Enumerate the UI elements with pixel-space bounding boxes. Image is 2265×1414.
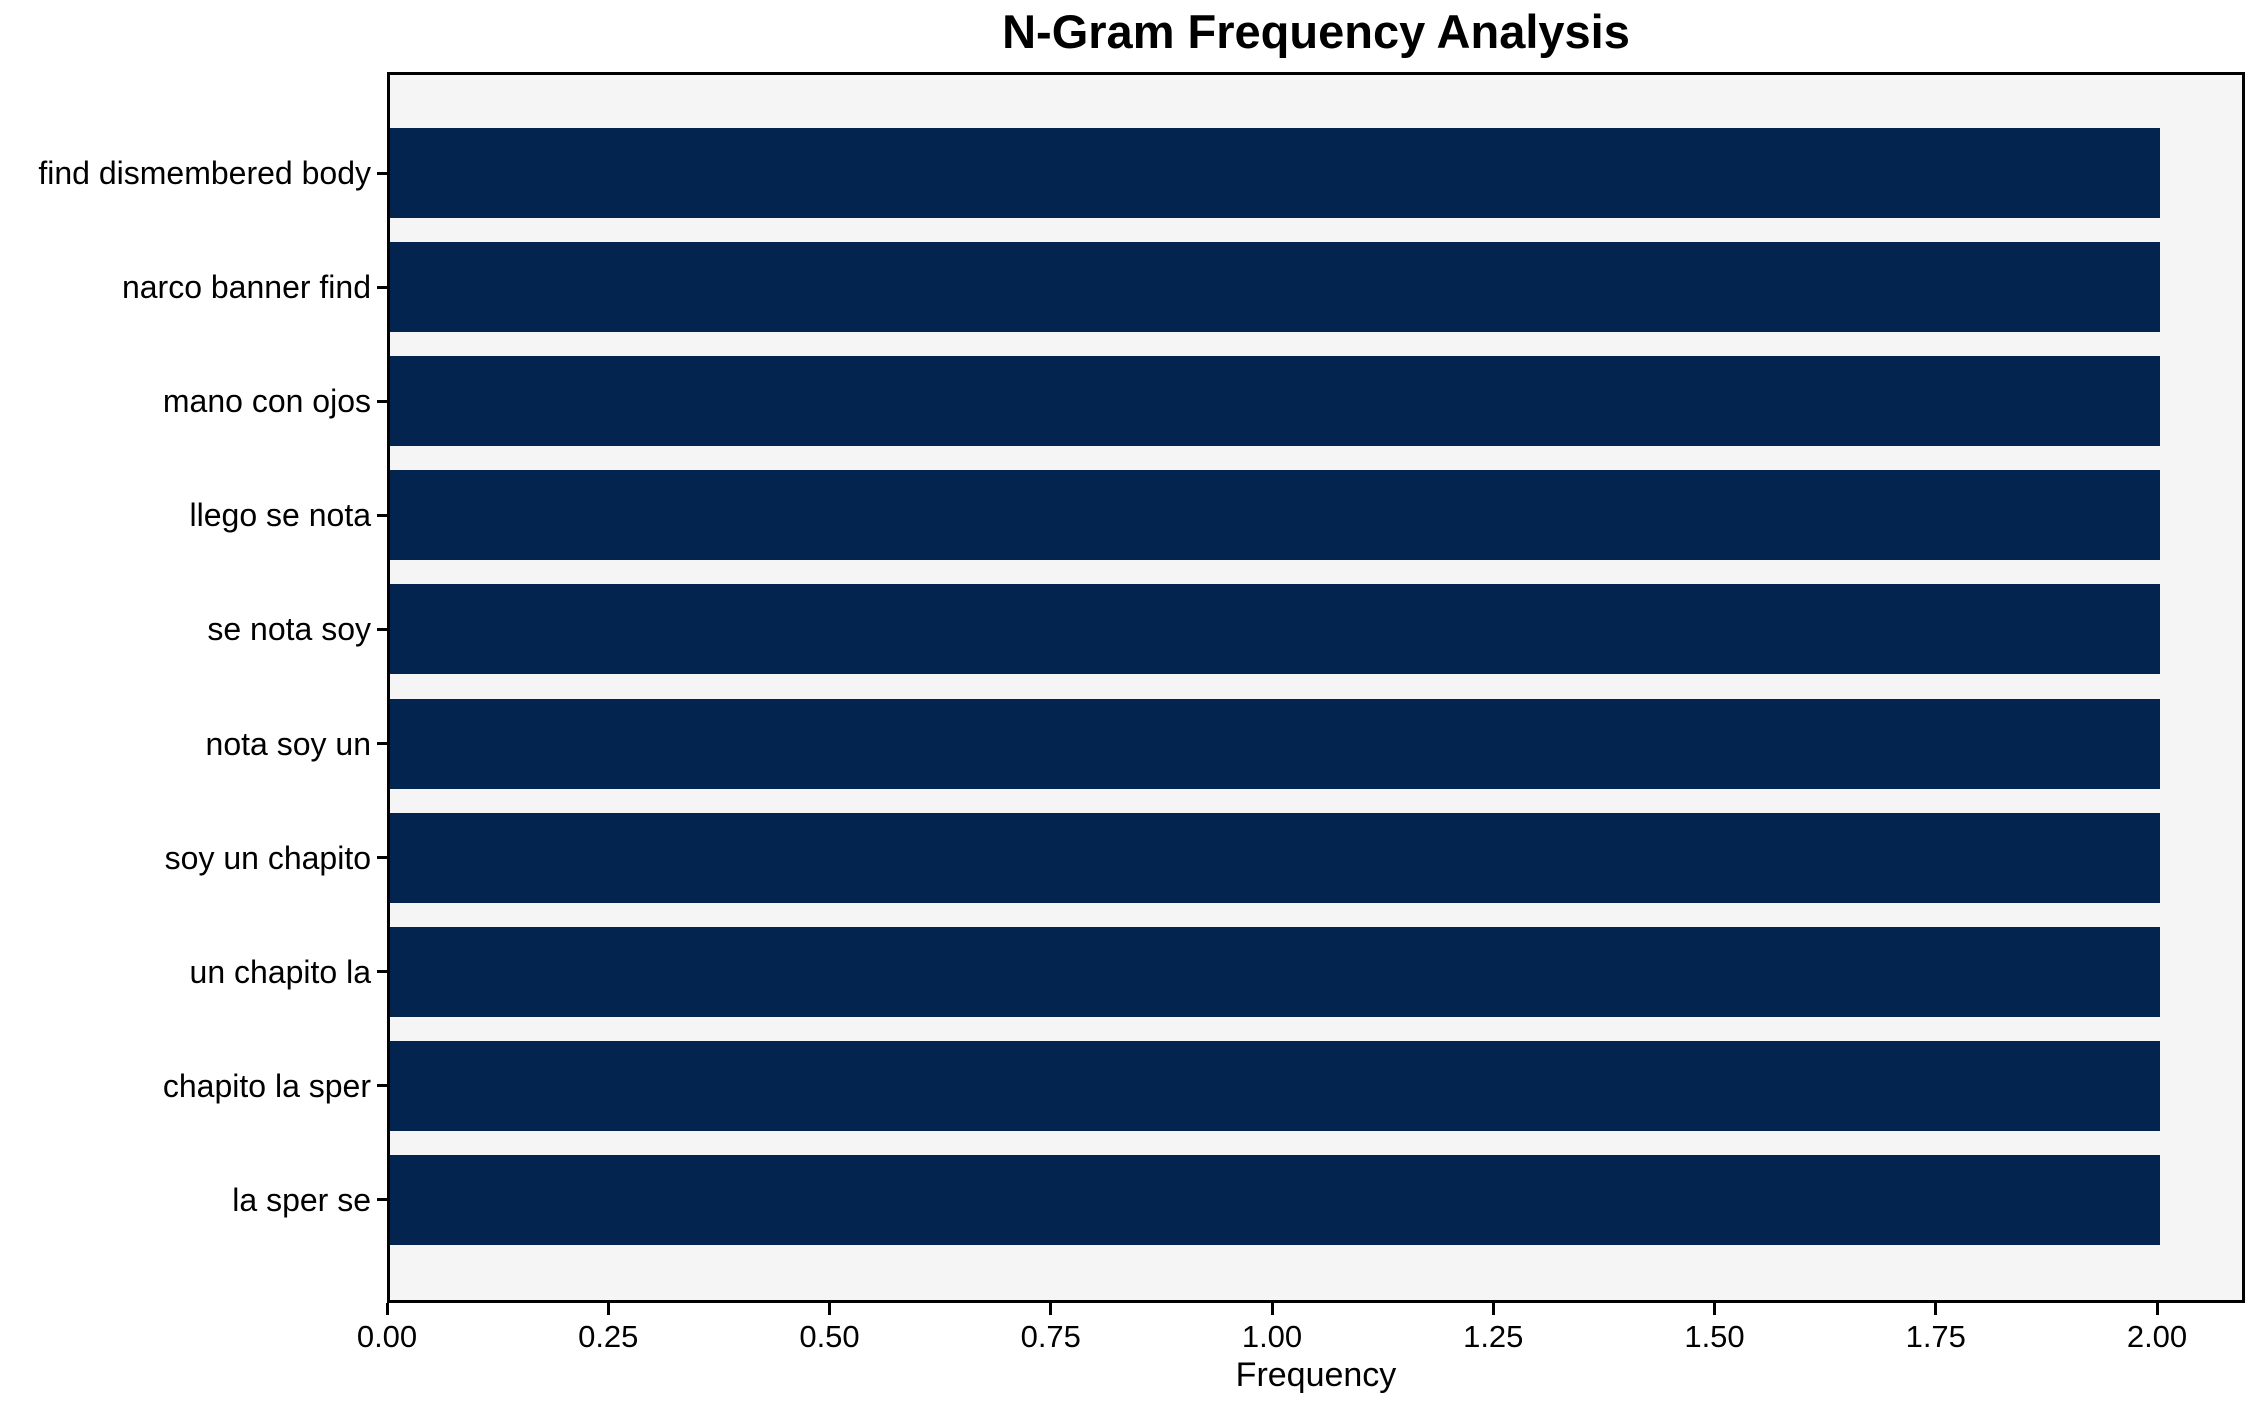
y-tick-label: find dismembered body <box>38 155 371 191</box>
x-tick-label: 1.75 <box>1905 1319 1966 1354</box>
bar <box>390 698 2160 789</box>
bar <box>390 812 2160 903</box>
x-tick <box>2155 1303 2159 1315</box>
bar <box>390 242 2160 333</box>
y-tick-label: chapito la sper <box>162 1067 371 1104</box>
bar <box>390 356 2160 447</box>
bar <box>390 1040 2160 1131</box>
y-tick-label: mano con ojos <box>162 383 371 420</box>
bar <box>390 584 2160 675</box>
x-tick <box>1491 1303 1495 1315</box>
x-tick <box>828 1303 831 1315</box>
bar <box>390 470 2160 561</box>
y-tick <box>377 285 387 289</box>
y-tick <box>377 856 387 860</box>
x-tick <box>1049 1303 1053 1315</box>
y-tick <box>377 742 387 746</box>
y-tick-label: se nota soy <box>207 611 371 648</box>
y-tick-label: llego se nota <box>189 497 371 534</box>
y-tick <box>377 970 387 974</box>
x-tick <box>1713 1303 1716 1315</box>
y-tick <box>377 171 387 175</box>
x-tick-label: 0.00 <box>356 1319 418 1354</box>
x-axis-label: Frequency <box>1235 1356 1397 1394</box>
x-tick-label: 0.75 <box>1020 1319 1081 1354</box>
y-tick-label: la sper se <box>232 1181 371 1218</box>
x-tick-label: 0.50 <box>799 1319 860 1354</box>
y-tick <box>377 1198 387 1202</box>
x-tick-label: 1.25 <box>1463 1319 1524 1354</box>
bar <box>390 1154 2160 1245</box>
bar <box>390 128 2160 218</box>
chart-title: N-Gram Frequency Analysis <box>1002 5 1630 58</box>
x-tick <box>1270 1303 1274 1315</box>
x-tick-label: 0.25 <box>578 1319 639 1354</box>
x-tick-label: 2.00 <box>2126 1319 2188 1354</box>
y-tick-label: nota soy un <box>205 725 371 762</box>
y-tick <box>377 1084 387 1088</box>
y-tick-label: un chapito la <box>189 953 371 990</box>
y-tick-label: soy un chapito <box>164 839 371 876</box>
plot-area <box>387 72 2245 1303</box>
x-tick <box>606 1303 610 1315</box>
x-tick-label: 1.50 <box>1684 1319 1745 1354</box>
y-tick-label: narco banner find <box>121 269 371 306</box>
x-tick <box>385 1303 389 1315</box>
y-tick <box>377 513 387 517</box>
x-tick-label: 1.00 <box>1241 1319 1303 1354</box>
bar <box>390 926 2160 1017</box>
x-tick <box>1934 1303 1938 1315</box>
y-tick <box>377 399 387 403</box>
y-tick <box>377 627 387 631</box>
